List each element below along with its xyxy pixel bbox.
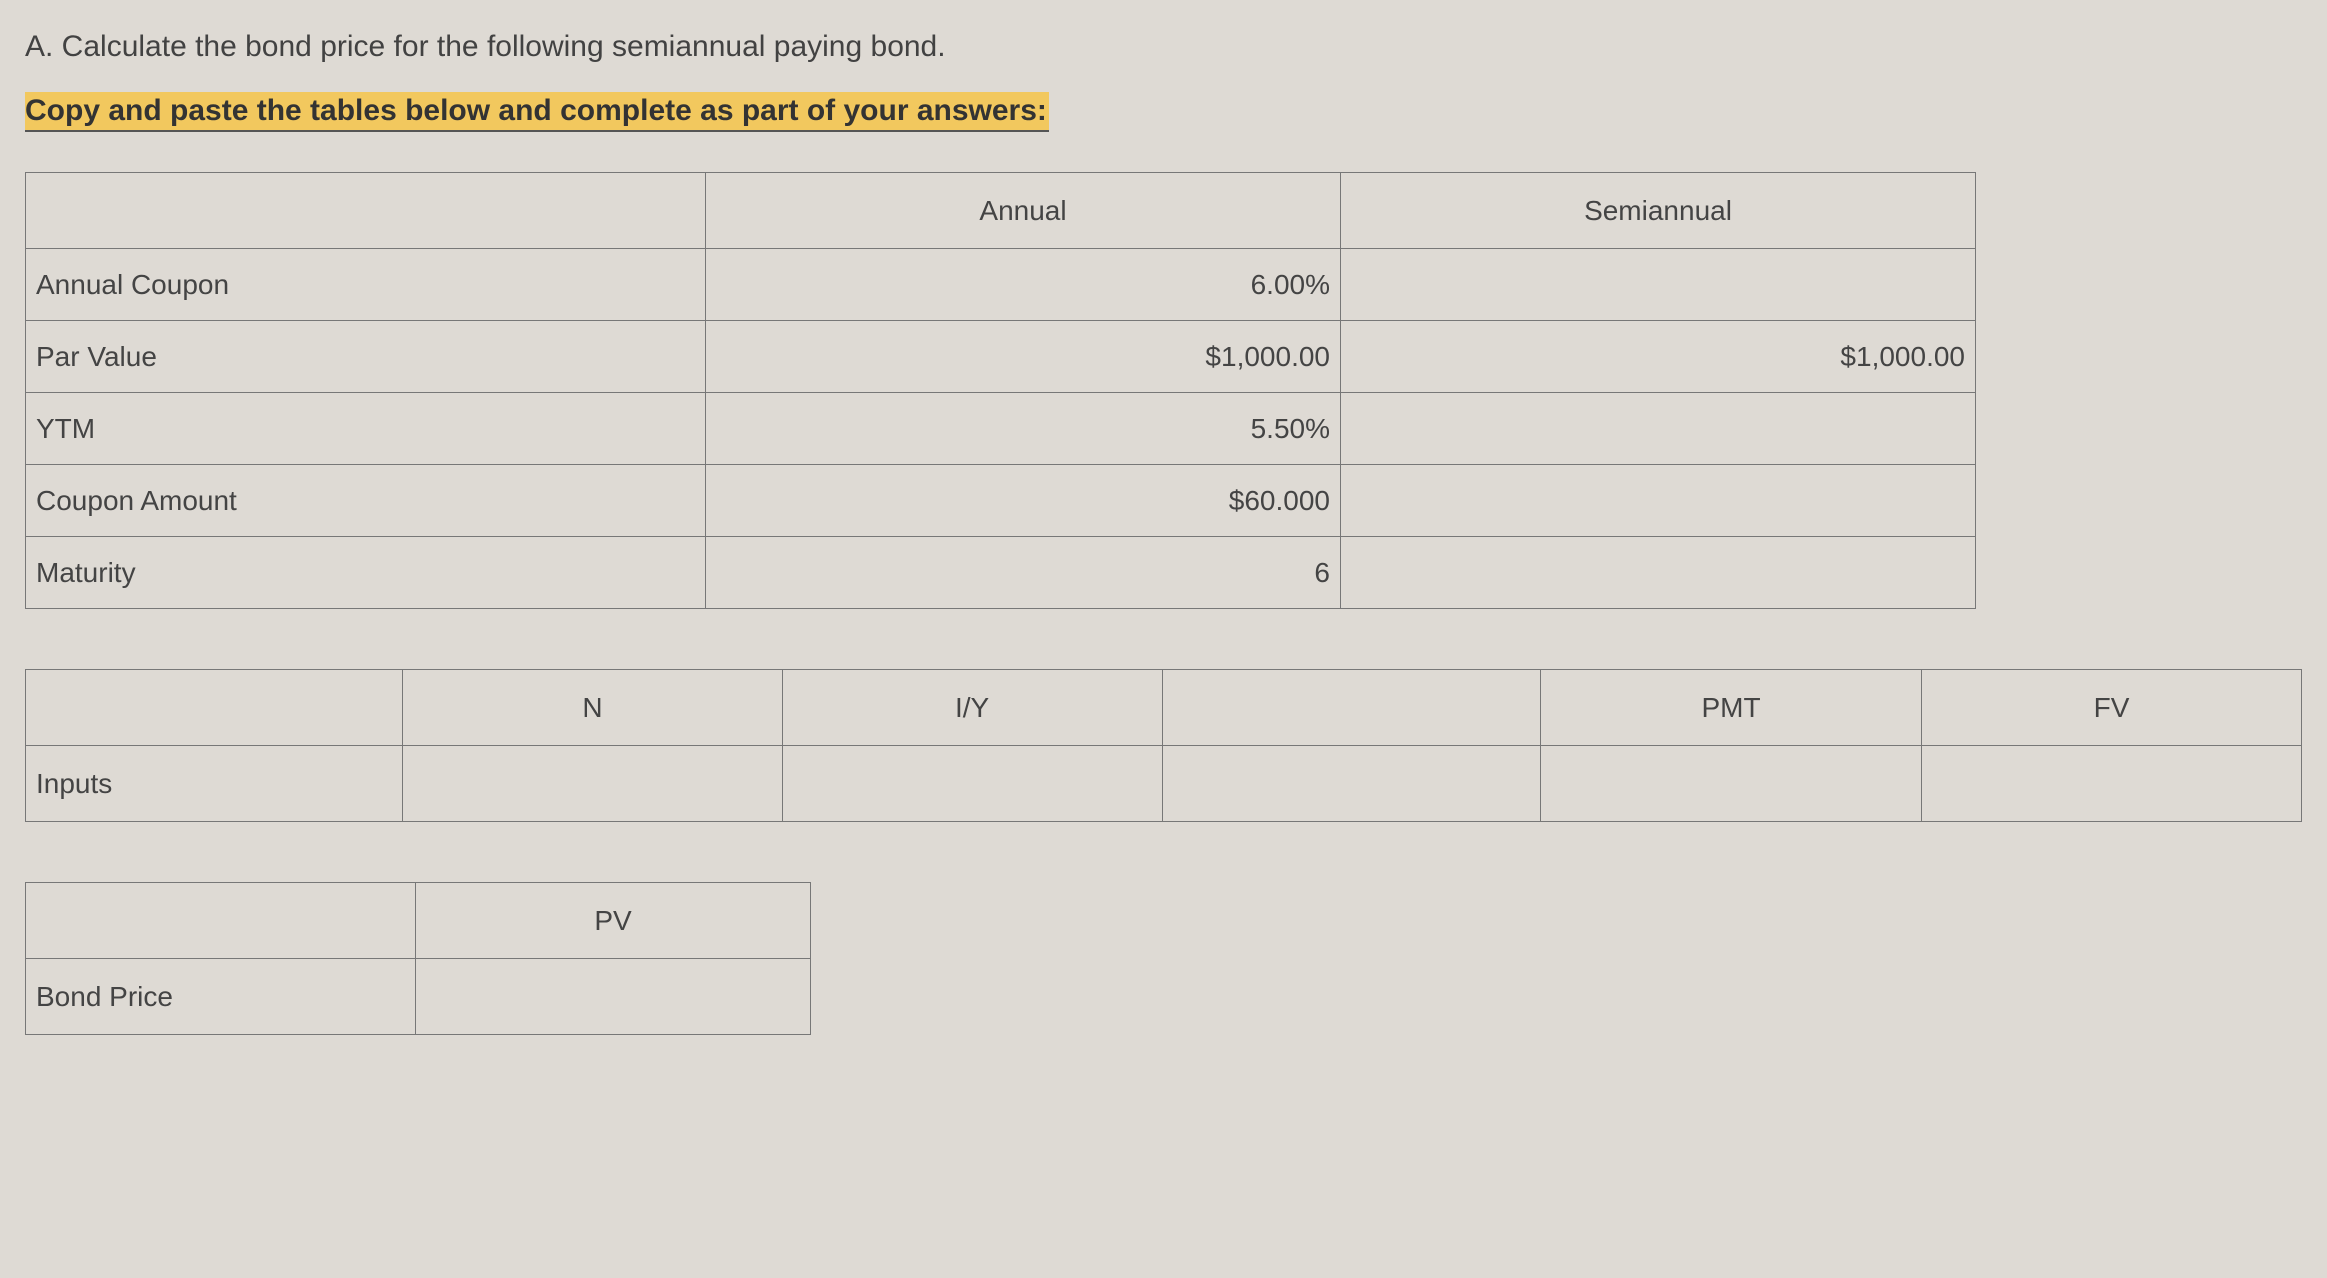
header-iy: I/Y: [782, 670, 1162, 746]
cell-inputs-blank2: [1162, 746, 1540, 822]
table-row: Inputs: [26, 746, 2302, 822]
row-label-ytm: YTM: [26, 393, 706, 465]
instruction-highlight: Copy and paste the tables below and comp…: [25, 92, 1049, 132]
header-n: N: [403, 670, 782, 746]
cell-inputs-iy: [782, 746, 1162, 822]
question-prompt: A. Calculate the bond price for the foll…: [25, 30, 2302, 64]
header-blank: [26, 173, 706, 249]
header-pmt: PMT: [1541, 670, 1922, 746]
table-row: Maturity 6: [26, 537, 1976, 609]
row-label-maturity: Maturity: [26, 537, 706, 609]
table-row: YTM 5.50%: [26, 393, 1976, 465]
header-fv: FV: [1921, 670, 2301, 746]
cell-par-value-semiannual: $1,000.00: [1341, 321, 1976, 393]
cell-maturity-semiannual: [1341, 537, 1976, 609]
cell-par-value-annual: $1,000.00: [706, 321, 1341, 393]
table-row: Annual Coupon 6.00%: [26, 249, 1976, 321]
cell-inputs-n: [403, 746, 782, 822]
cell-coupon-amount-annual: $60.000: [706, 465, 1341, 537]
cell-inputs-pmt: [1541, 746, 1922, 822]
cell-annual-coupon-semiannual: [1341, 249, 1976, 321]
header-blank: [26, 670, 403, 746]
cell-coupon-amount-semiannual: [1341, 465, 1976, 537]
header-blank: [26, 883, 416, 959]
header-blank2: [1162, 670, 1540, 746]
cell-inputs-fv: [1921, 746, 2301, 822]
cell-bond-price-pv: [416, 959, 811, 1035]
cell-ytm-semiannual: [1341, 393, 1976, 465]
table-row: Bond Price: [26, 959, 811, 1035]
table-row: Par Value $1,000.00 $1,000.00: [26, 321, 1976, 393]
cell-maturity-annual: 6: [706, 537, 1341, 609]
table-row: Annual Semiannual: [26, 173, 1976, 249]
table-row: N I/Y PMT FV: [26, 670, 2302, 746]
row-label-coupon-amount: Coupon Amount: [26, 465, 706, 537]
bond-data-table: Annual Semiannual Annual Coupon 6.00% Pa…: [25, 172, 1976, 609]
row-label-inputs: Inputs: [26, 746, 403, 822]
table-row: Coupon Amount $60.000: [26, 465, 1976, 537]
row-label-par-value: Par Value: [26, 321, 706, 393]
table-row: PV: [26, 883, 811, 959]
cell-annual-coupon-annual: 6.00%: [706, 249, 1341, 321]
row-label-annual-coupon: Annual Coupon: [26, 249, 706, 321]
header-semiannual: Semiannual: [1341, 173, 1976, 249]
inputs-table: N I/Y PMT FV Inputs: [25, 669, 2302, 822]
bond-price-table: PV Bond Price: [25, 882, 811, 1035]
row-label-bond-price: Bond Price: [26, 959, 416, 1035]
header-annual: Annual: [706, 173, 1341, 249]
cell-ytm-annual: 5.50%: [706, 393, 1341, 465]
page-root: A. Calculate the bond price for the foll…: [0, 0, 2327, 1125]
header-pv: PV: [416, 883, 811, 959]
